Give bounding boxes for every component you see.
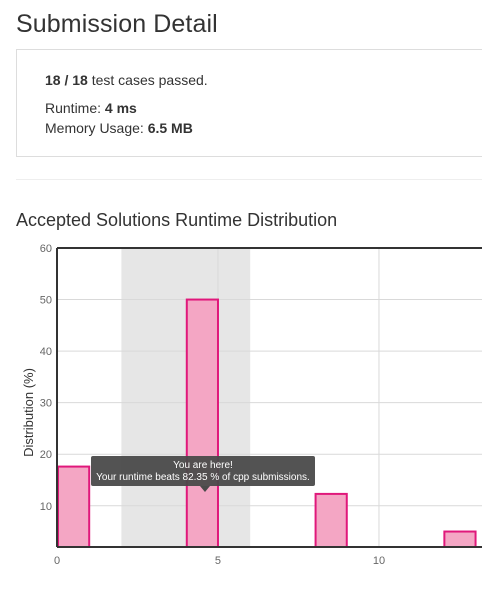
section-title: Accepted Solutions Runtime Distribution [16, 210, 338, 230]
runtime-label: Runtime: [45, 100, 105, 116]
distribution-bar [443, 530, 477, 549]
test-cases-summary: 18 / 18 test cases passed. [45, 72, 208, 88]
y-tick-label: 30 [40, 398, 52, 410]
x-tick-label: 10 [373, 555, 385, 567]
section-divider [16, 179, 482, 180]
distribution-bar [314, 492, 348, 548]
test-cases-count: 18 / 18 [45, 72, 88, 88]
tooltip-box [91, 456, 315, 486]
y-tick-label: 60 [40, 243, 52, 255]
tooltip-message: Your runtime beats 82.35 % of cpp submis… [96, 472, 310, 483]
submission-summary-panel: 18 / 18 test cases passed. Runtime: 4 ms… [16, 49, 482, 157]
distribution-bar [57, 465, 91, 549]
tooltip-arrow [199, 486, 210, 492]
memory-label: Memory Usage: [45, 120, 148, 136]
runtime-summary: Runtime: 4 ms [45, 100, 137, 116]
page-title: Submission Detail [16, 10, 218, 38]
runtime-value: 4 ms [104, 100, 137, 116]
y-axis-title: Distribution (%) [21, 368, 36, 457]
memory-value: 6.5 MB [147, 120, 193, 136]
memory-summary: Memory Usage: 6.5 MB [45, 120, 193, 136]
runtime-distribution-chart: 10 20 30 40 50 60 0 5 10 Distribution (%) You are … [21, 243, 482, 567]
distribution-bar [185, 298, 219, 548]
y-tick-label: 10 [40, 501, 52, 513]
y-tick-label: 50 [40, 295, 52, 307]
test-cases-label: test cases passed. [87, 72, 208, 88]
x-tick-label: 0 [54, 555, 60, 567]
y-tick-label: 40 [40, 346, 52, 358]
x-tick-label: 5 [215, 555, 221, 567]
y-tick-label: 20 [40, 449, 52, 461]
tooltip-title: You are here! [173, 460, 233, 471]
